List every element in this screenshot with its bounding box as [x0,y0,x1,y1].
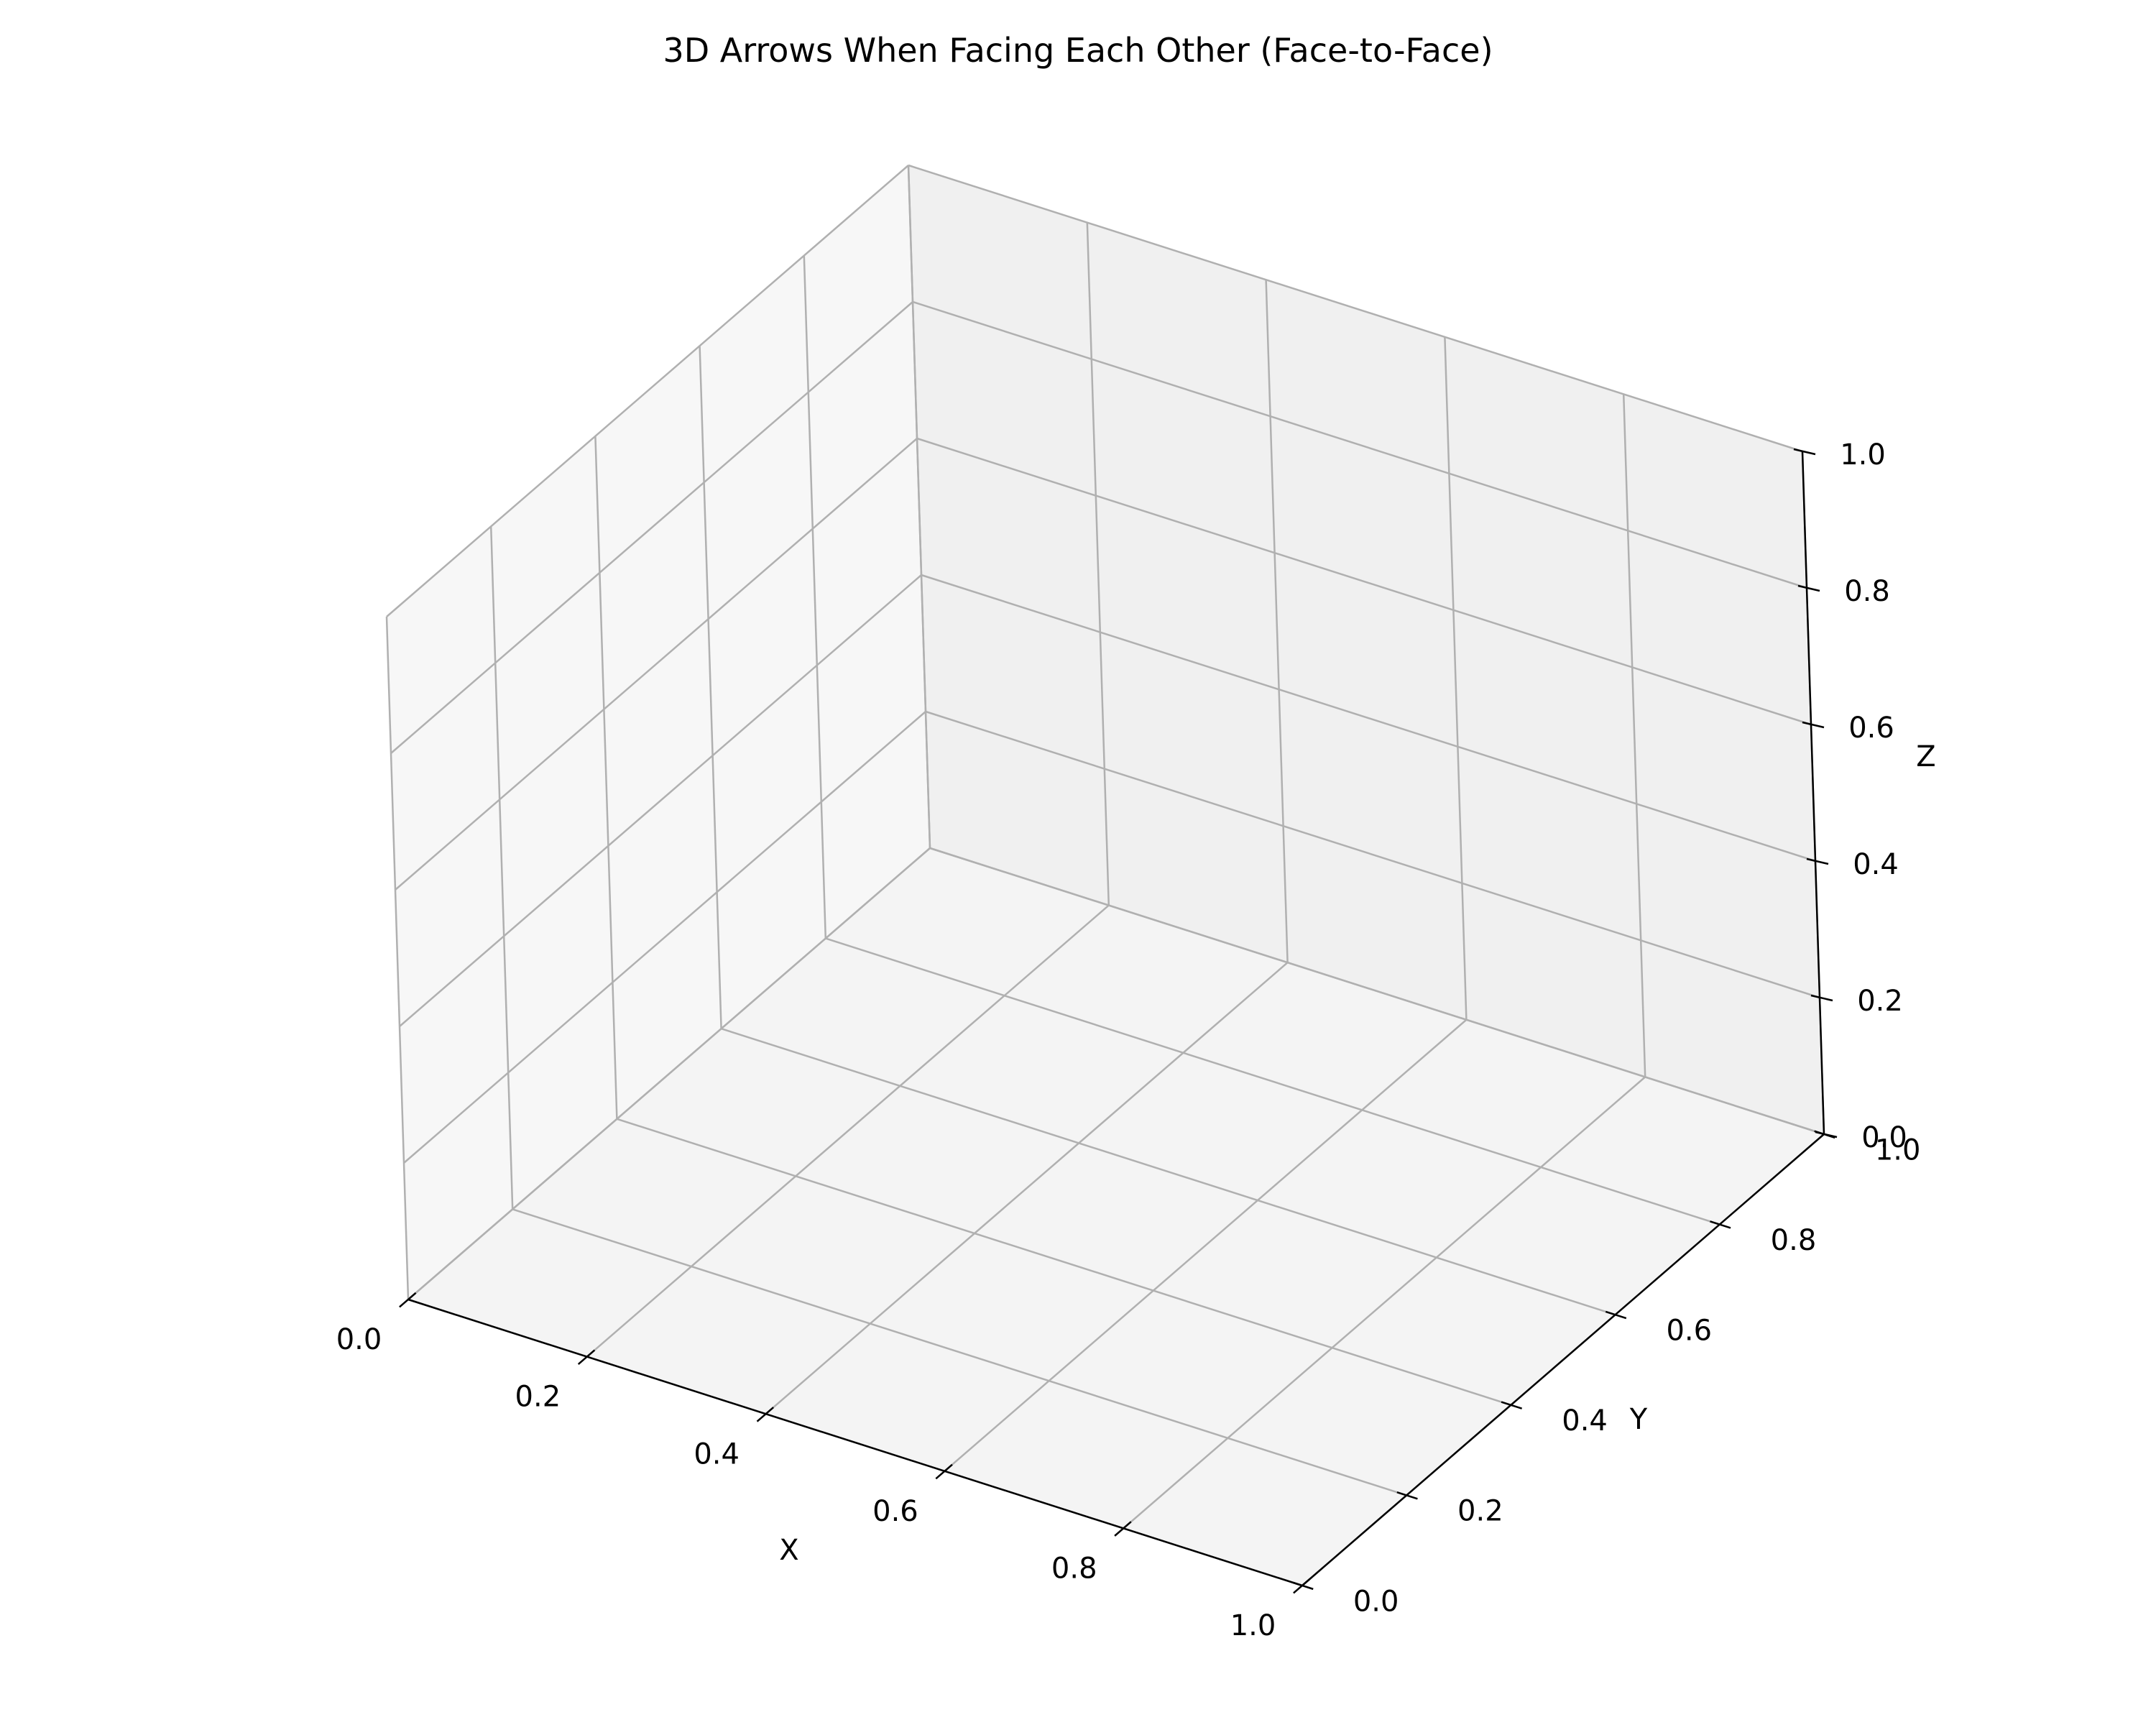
z-axis-label: Z [1916,740,1935,773]
grid-line-back-z [912,300,1807,589]
grid-line-back-z [925,710,1820,999]
grid-line-back-z [908,164,1803,453]
z-axis-line [1801,451,1825,1135]
y-tick-label: 0.2 [1457,1495,1503,1528]
grid-line-floor-y [512,1208,1407,1496]
grid-line-back-z [921,574,1816,862]
grid-line-left-z [403,711,926,1164]
z-tick-label: 0.4 [1853,848,1899,881]
y-axis-line [1302,1133,1825,1586]
grid-line-floor-y [721,1028,1616,1316]
z-tick [1802,721,1825,729]
grid-line-left-y [385,616,410,1300]
grid-line-left-z [395,438,918,891]
pane-floor [408,848,1824,1586]
grid-line-back-z [929,847,1825,1136]
y-tick-label: 0.0 [1353,1585,1399,1618]
grid-line-floor-x [944,1018,1468,1472]
grid-line-floor-x [765,962,1289,1415]
grid-line-floor-x [586,904,1110,1358]
x-tick [935,1463,953,1480]
grid-line-left-z [390,301,913,754]
pane-left [387,165,930,1300]
grid-line-floor-x [1123,1076,1646,1530]
z-tick [1793,448,1816,456]
x-axis-label: X [779,1534,798,1567]
tick-marks [399,448,1838,1594]
y-tick-label: 0.8 [1771,1224,1817,1257]
chart-title: 3D Arrows When Facing Each Other (Face-t… [663,31,1493,70]
grid-line-back-z [916,437,1812,726]
x-tick-label: 1.0 [1230,1609,1276,1642]
y-tick [1501,1401,1523,1409]
grid-line-back-x [1086,222,1110,906]
tick-labels: 0.00.20.40.60.81.00.00.20.40.60.81.00.00… [336,438,1921,1642]
grid-line-back-x [1622,394,1646,1077]
grid-line-floor-y [617,1118,1511,1406]
z-tick-label: 0.8 [1844,575,1890,608]
grid-line-floor-y [825,937,1720,1225]
x-tick [756,1407,775,1422]
grid-line-left-z [399,574,922,1027]
z-tick [1797,584,1820,592]
grid-line-left-y [489,526,514,1210]
x-tick [1114,1521,1132,1537]
pane-back [908,165,1824,1134]
x-tick [399,1292,417,1308]
grid-line-left-y [803,255,827,939]
y-tick-label: 0.6 [1666,1315,1712,1348]
x-tick [577,1349,596,1366]
x-axis-line [407,1298,1303,1587]
x-tick-label: 0.6 [872,1495,918,1528]
x-tick-label: 0.8 [1051,1552,1097,1586]
y-tick-label: 1.0 [1875,1133,1921,1167]
grid-line-left-y [907,165,931,849]
y-axis-label: Y [1629,1403,1648,1436]
y-tick [1292,1581,1314,1591]
grid-line-left-y [699,346,722,1029]
z-tick-label: 0.6 [1848,712,1894,745]
z-tick [1810,994,1833,1002]
y-tick [1396,1491,1418,1500]
grid-line-left-y [594,436,618,1119]
z-tick [1806,857,1829,865]
panes [387,165,1824,1586]
grid-line-back-x [1265,280,1289,963]
x-tick-label: 0.4 [694,1438,740,1471]
z-tick-label: 0.0 [1861,1121,1907,1154]
x-tick-label: 0.2 [515,1381,561,1414]
grid-line-back-x [1444,336,1468,1020]
y-tick [1710,1220,1731,1229]
y-tick-label: 0.4 [1562,1404,1608,1438]
grid-line-left-z [386,165,909,617]
x-tick-label: 0.0 [336,1323,382,1356]
axis-lines [407,451,1825,1587]
z-tick [1815,1131,1838,1138]
grid-line-left-z [407,847,931,1300]
y-tick [1605,1310,1627,1320]
z-tick-label: 1.0 [1840,438,1886,472]
z-tick-label: 0.2 [1857,985,1903,1018]
